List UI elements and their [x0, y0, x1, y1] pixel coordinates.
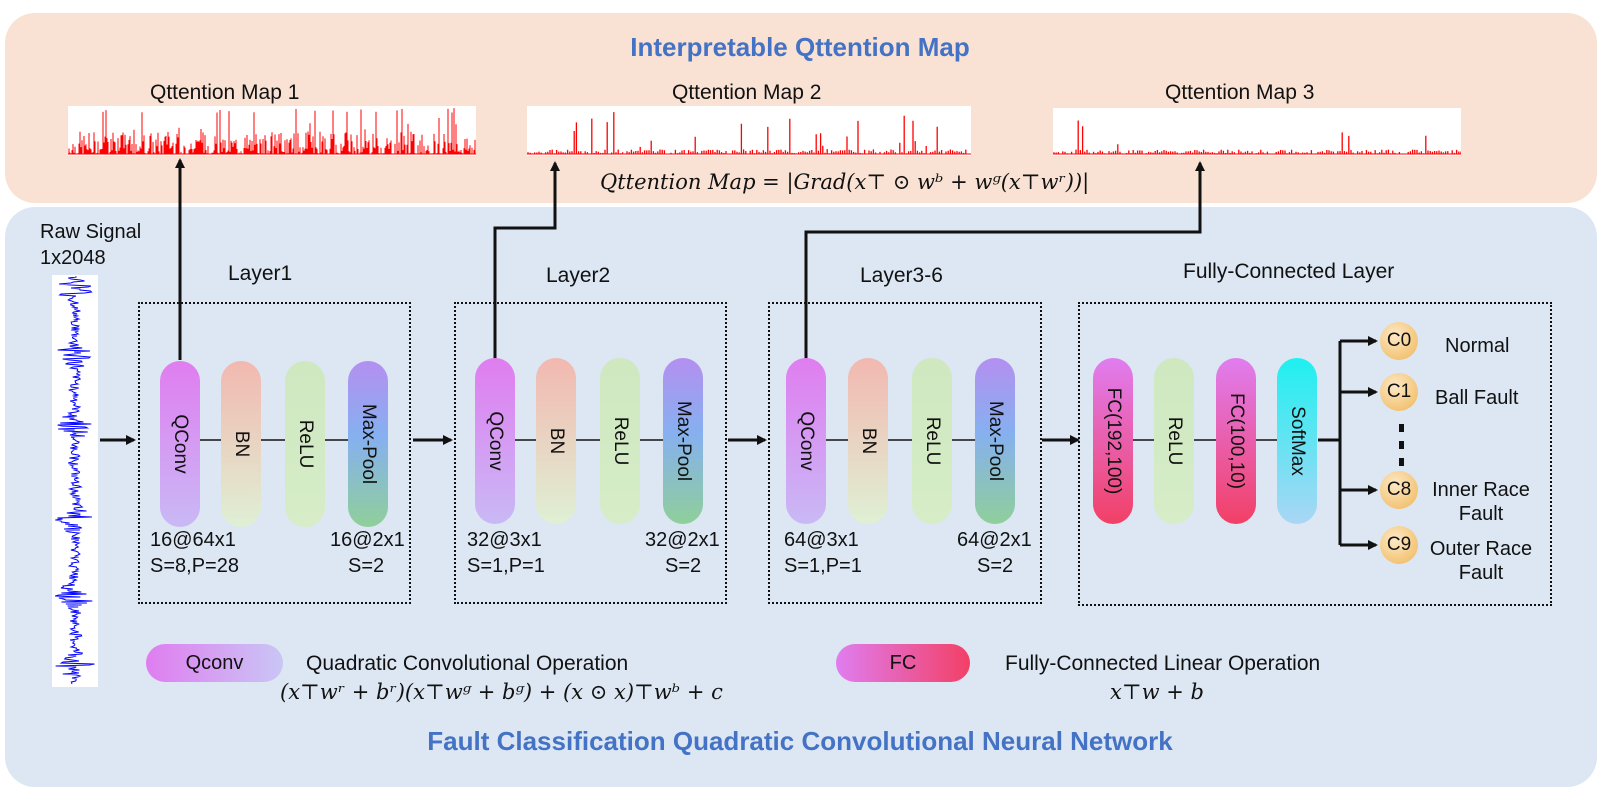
layer1-bn-block: BN: [221, 361, 261, 527]
class-c8-label: Inner Race Fault: [1432, 479, 1530, 525]
layer3-6-bn-block: BN: [848, 358, 888, 524]
fc-layer-box: [1078, 302, 1552, 606]
class-c0-node: C0: [1380, 322, 1418, 360]
layer3-6-relu-block: ReLU: [912, 358, 952, 524]
legend-fc-description: Fully-Connected Linear Operation: [1005, 652, 1321, 675]
attention-map-1-plot: [68, 106, 476, 156]
layer3-6-maxpool-block: Max-Pool: [975, 358, 1015, 524]
layer2-conv-shape: 32@3x1: [467, 529, 542, 551]
legend-qconv-description: Quadratic Convolutional Operation: [306, 652, 629, 675]
class-c1-label: Ball Fault: [1435, 387, 1519, 409]
class-c9-label: Outer Race Fault: [1429, 538, 1533, 584]
legend-qconv-pill: Qconv: [146, 644, 283, 682]
attention-map-3-plot: [1053, 108, 1462, 156]
fc-relu-block: ReLU: [1154, 358, 1194, 524]
map-1-title: Qttention Map 1: [150, 81, 300, 104]
class-c1-node: C1: [1380, 373, 1418, 411]
layer3-6-pool-shape: 64@2x1: [957, 529, 1032, 551]
layer3-6-conv-shape: 64@3x1: [784, 529, 859, 551]
legend-fc-pill: FC: [836, 644, 970, 682]
layer3-6-conv-params: S=1,P=1: [784, 555, 862, 577]
layer3-6-title: Layer3-6: [860, 264, 943, 287]
bottom-panel-title: Fault Classification Quadratic Convoluti…: [427, 726, 1173, 756]
layer2-pool-shape: 32@2x1: [645, 529, 720, 551]
layer2-title: Layer2: [546, 264, 611, 287]
layer1-conv-params: S=8,P=28: [150, 555, 239, 577]
layer1-conv-shape: 16@64x1: [150, 529, 236, 551]
softmax-block: SoftMax: [1277, 358, 1317, 524]
legend-fc-formula: x⊤w + b: [1110, 680, 1204, 704]
attention-map-2-plot: [527, 106, 971, 156]
fc-100-10-block: FC(100,10): [1216, 358, 1256, 524]
fc-layer-title: Fully-Connected Layer: [1183, 260, 1395, 283]
top-panel-title: Interpretable Qttention Map: [630, 32, 970, 62]
raw-signal-plot: [52, 275, 98, 687]
layer3-6-qconv-block: QConv: [786, 358, 826, 524]
layer1-pool-shape: 16@2x1: [330, 529, 405, 551]
layer2-bn-block: BN: [536, 358, 576, 524]
layer2-relu-block: ReLU: [600, 358, 640, 524]
raw-signal-size: 1x2048: [40, 247, 106, 269]
fc-192-100-block: FC(192,100): [1093, 358, 1133, 524]
layer1-box: [138, 302, 411, 604]
class-c0-label: Normal: [1445, 335, 1510, 357]
layer1-relu-block: ReLU: [285, 361, 325, 527]
layer3-6-box: [768, 302, 1042, 604]
layer1-qconv-block: QConv: [160, 361, 200, 527]
map-3-title: Qttention Map 3: [1165, 81, 1315, 104]
layer2-box: [454, 302, 727, 604]
raw-signal-label: Raw Signal: [40, 221, 142, 243]
layer3-6-pool-params: S=2: [977, 555, 1014, 577]
layer2-conv-params: S=1,P=1: [467, 555, 545, 577]
map-2-title: Qttention Map 2: [672, 81, 822, 104]
layer1-maxpool-block: Max-Pool: [348, 361, 388, 527]
class-c8-node: C8: [1380, 471, 1418, 509]
layer2-qconv-block: QConv: [475, 358, 515, 524]
layer1-title: Layer1: [228, 262, 293, 285]
layer2-maxpool-block: Max-Pool: [663, 358, 703, 524]
layer2-pool-params: S=2: [665, 555, 702, 577]
layer1-pool-params: S=2: [348, 555, 385, 577]
class-c9-node: C9: [1380, 526, 1418, 564]
legend-qconv-formula: (x⊤wʳ + bʳ)(x⊤wᵍ + bᵍ) + (x ⊙ x)⊤wᵇ + c: [280, 680, 723, 704]
attention-map-formula: Qttention Map = |Grad(x⊤ ⊙ wᵇ + wᵍ(x⊤wʳ)…: [600, 170, 1090, 194]
